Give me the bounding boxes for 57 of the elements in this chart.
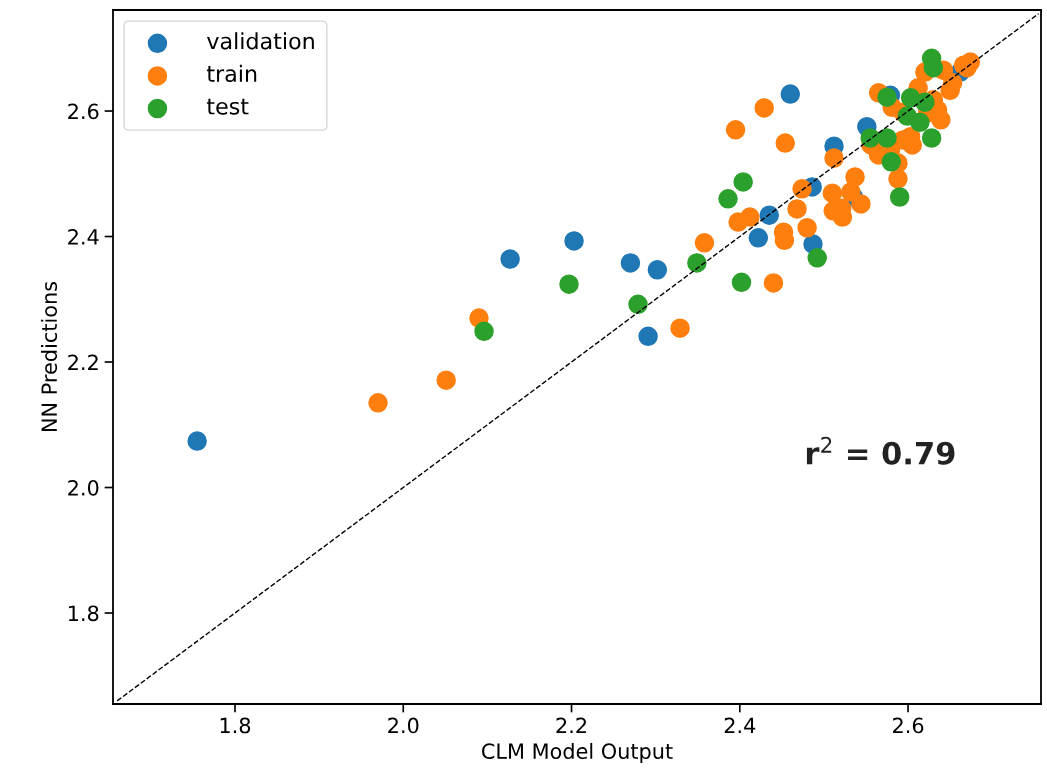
point [474, 321, 494, 342]
point [807, 248, 827, 268]
x-tick-label: 2.4 [724, 717, 756, 734]
point [792, 179, 812, 199]
legend-label: test [206, 98, 249, 115]
x-tick-label: 2.2 [556, 717, 587, 734]
point [754, 98, 774, 118]
point [731, 272, 752, 293]
point [638, 326, 658, 347]
point [564, 231, 584, 251]
point [368, 393, 388, 413]
y-tick-label: 1.8 [68, 605, 99, 622]
point [500, 249, 520, 269]
point [877, 128, 897, 148]
x-axis-title: CLM Model Output [482, 742, 673, 764]
point [718, 189, 738, 209]
point [763, 273, 784, 293]
y-tick-label: 2.6 [68, 103, 99, 120]
point [725, 120, 746, 140]
y-tick-label: 2.4 [68, 228, 99, 245]
y-axis-title: NN Predictions [40, 281, 58, 432]
point [845, 167, 865, 187]
point [910, 112, 930, 133]
point [436, 370, 456, 390]
point [620, 253, 641, 273]
point [889, 187, 910, 207]
point [797, 217, 817, 238]
x-tick-label: 2.6 [893, 717, 924, 734]
point [187, 431, 207, 451]
point [780, 84, 801, 104]
point [921, 128, 942, 148]
point [733, 172, 753, 192]
y-tick-label: 2.2 [68, 354, 98, 370]
point [881, 152, 901, 172]
legend-label: train [206, 64, 257, 83]
point [822, 183, 843, 203]
point [824, 148, 844, 168]
x-tick-label: 1.8 [220, 717, 251, 734]
point [687, 253, 707, 273]
annotation: r$^{2}$ = 0.79 [806, 436, 955, 465]
point [888, 169, 908, 189]
point [775, 133, 795, 153]
point [628, 294, 648, 315]
point [670, 318, 690, 338]
point [559, 274, 579, 294]
point [915, 92, 935, 112]
point [748, 228, 769, 248]
point [787, 199, 807, 219]
y-tick-label: 2.0 [68, 479, 99, 496]
legend-label: validation [207, 32, 314, 50]
point [694, 233, 715, 253]
point [942, 73, 963, 93]
point [740, 207, 760, 227]
x-tick-label: 2.0 [388, 717, 419, 734]
point [851, 194, 871, 214]
point [647, 260, 668, 280]
point [759, 205, 779, 225]
